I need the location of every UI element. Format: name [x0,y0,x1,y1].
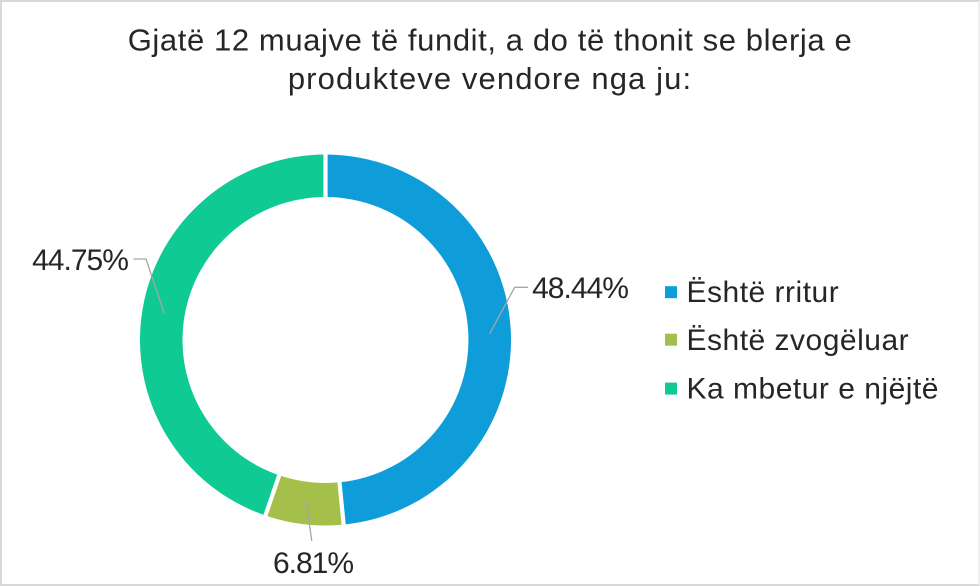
svg-text:Është zvogëluar: Është zvogëluar [687,324,910,357]
svg-text:produkteve vendore nga ju:: produkteve vendore nga ju: [288,61,692,96]
svg-text:Ka mbetur e njëjtë: Ka mbetur e njëjtë [687,373,939,406]
svg-text:6.81%: 6.81% [273,547,353,580]
svg-text:44.75%: 44.75% [32,244,128,277]
svg-text:48.44%: 48.44% [532,272,628,305]
svg-text:Gjatë 12 muajve të fundit, a d: Gjatë 12 muajve të fundit, a do të thoni… [128,23,853,58]
svg-text:Është rritur: Është rritur [687,276,840,309]
